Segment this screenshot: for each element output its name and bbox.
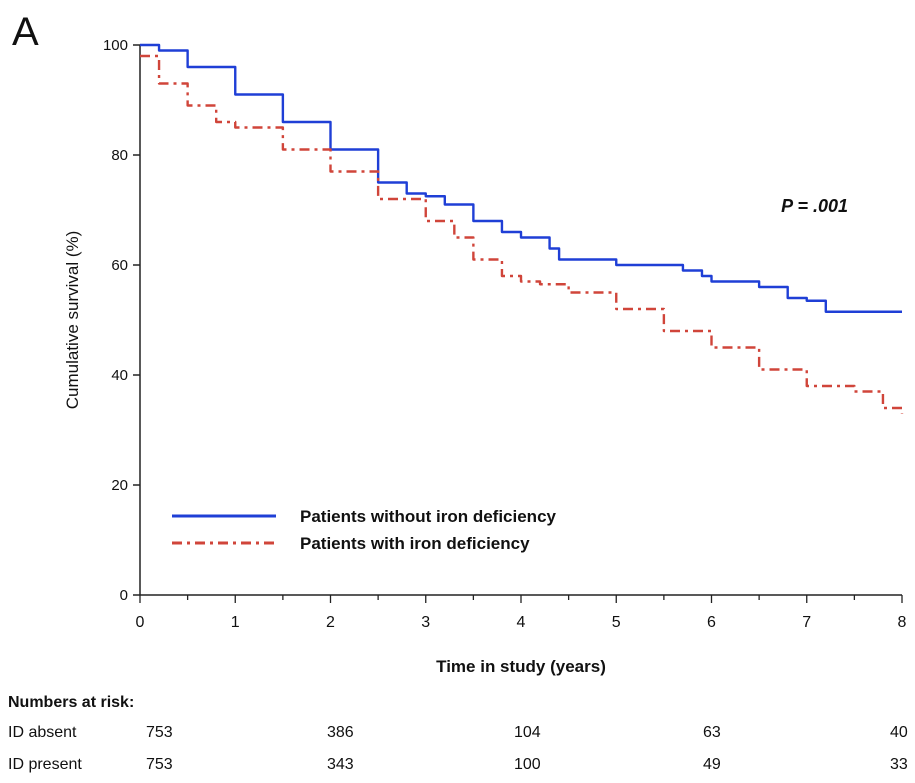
y-tick-label: 20 — [111, 477, 128, 494]
y-tick-label: 80 — [111, 147, 128, 164]
y-tick-label: 60 — [111, 257, 128, 274]
x-tick-label: 0 — [136, 614, 145, 631]
x-tick-label: 5 — [612, 614, 621, 631]
x-tick-label: 1 — [231, 614, 240, 631]
x-tick-label: 4 — [517, 614, 526, 631]
risk-table-title: Numbers at risk: — [8, 694, 135, 711]
x-tick-label: 8 — [898, 614, 907, 631]
risk-cell: 100 — [514, 756, 541, 773]
risk-row-id-absent: ID absent 753 386 104 63 40 — [0, 724, 915, 748]
survival-chart: 0 20 40 60 80 100 0 1 2 3 4 5 6 7 8 Time in study (year… — [63, 37, 907, 676]
risk-cell: 104 — [514, 724, 541, 741]
risk-cell: 63 — [703, 724, 721, 741]
p-value-annotation: P = .001 — [781, 196, 848, 216]
series-line-with-iron-deficiency — [140, 54, 904, 414]
series-line-without-iron-deficiency — [140, 43, 902, 313]
risk-row-label: ID absent — [8, 724, 77, 741]
x-tick-label: 6 — [707, 614, 716, 631]
legend-label: Patients without iron deficiency — [300, 507, 557, 526]
risk-cell: 33 — [890, 756, 908, 773]
x-tick-label: 2 — [326, 614, 335, 631]
legend-label: Patients with iron deficiency — [300, 534, 530, 553]
risk-cell: 753 — [146, 756, 173, 773]
risk-cell: 40 — [890, 724, 908, 741]
x-tick-label: 7 — [802, 614, 811, 631]
x-tick-label: 3 — [421, 614, 430, 631]
risk-table: Numbers at risk: ID absent 753 386 104 6… — [0, 690, 915, 783]
risk-cell: 753 — [146, 724, 173, 741]
y-axis-label: Cumulative survival (%) — [63, 231, 82, 410]
risk-row-id-present: ID present 753 343 100 49 33 — [0, 756, 915, 780]
risk-row-label: ID present — [8, 756, 82, 773]
risk-cell: 49 — [703, 756, 721, 773]
panel-label: A — [12, 10, 39, 54]
y-tick-label: 0 — [120, 587, 128, 604]
y-tick-label: 40 — [111, 367, 128, 384]
risk-cell: 386 — [327, 724, 354, 741]
x-axis-label: Time in study (years) — [436, 657, 606, 676]
y-tick-label: 100 — [103, 37, 128, 54]
risk-cell: 343 — [327, 756, 354, 773]
